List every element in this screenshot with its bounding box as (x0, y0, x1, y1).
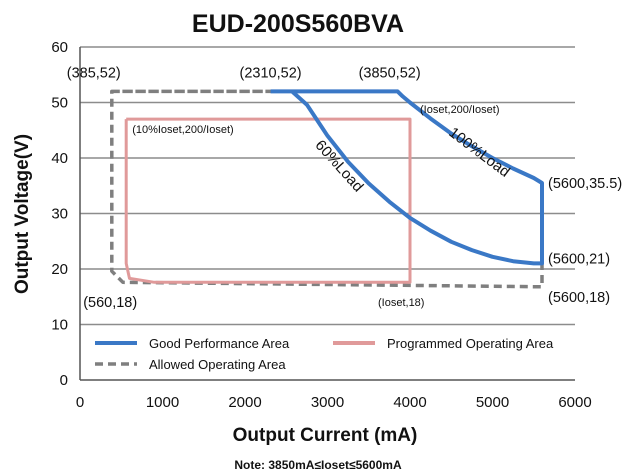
annotation-label: (10%Ioset,200/Ioset) (132, 124, 234, 136)
x-axis-label: Output Current (mA) (233, 425, 418, 446)
legend-label: Allowed Operating Area (149, 357, 286, 372)
y-tick-label: 10 (51, 317, 68, 334)
annotation-label: (2310,52) (240, 65, 302, 81)
plot-series (110, 89, 544, 289)
good-performance-area-line (270, 89, 544, 266)
annotation-label: (Ioset,200/Ioset) (420, 104, 500, 116)
legend: Good Performance Area Programmed Operatin… (95, 336, 554, 372)
y-tick-label: 40 (51, 150, 68, 167)
annotation-label: (385,52) (67, 65, 121, 81)
y-axis-label: Output Voltage(V) (12, 134, 33, 294)
allowed-operating-area-line (110, 89, 544, 289)
x-tick-label: 5000 (476, 394, 509, 411)
y-tick-label: 0 (60, 372, 68, 389)
annotation-label: 100%Load (445, 124, 513, 181)
annotation-label: (Ioset,18) (378, 297, 424, 309)
x-tick-label: 6000 (558, 394, 591, 411)
legend-label: Good Performance Area (149, 336, 290, 351)
annotation-label: 60%Load (312, 137, 367, 195)
programmed-operating-area-line (124, 117, 412, 284)
y-tick-label: 30 (51, 206, 68, 223)
x-tick-label: 0 (76, 394, 84, 411)
legend-label: Programmed Operating Area (387, 336, 554, 351)
x-tick-label: 3000 (311, 394, 344, 411)
y-tick-label: 60 (51, 39, 68, 56)
y-tick-label: 20 (51, 261, 68, 278)
x-tick-label: 2000 (228, 394, 261, 411)
annotation-label: (5600,35.5) (548, 176, 622, 192)
axes (79, 47, 575, 381)
gridlines (80, 46, 575, 326)
annotation-label: (3850,52) (359, 65, 421, 81)
tick-labels: 0 1000 2000 3000 4000 5000 6000 0 10 20 30 40 50 60 (51, 39, 591, 411)
x-tick-label: 1000 (146, 394, 179, 411)
chart-title: EUD-200S560BVA (192, 10, 404, 38)
y-tick-label: 50 (51, 95, 68, 112)
annotation-label: (5600,21) (548, 251, 610, 267)
annotation-label: (560,18) (83, 295, 137, 311)
x-tick-label: 4000 (393, 394, 426, 411)
footnote: Note: 3850mA≤Ioset≤5600mA (234, 458, 402, 472)
annotation-label: (5600,18) (548, 290, 610, 306)
